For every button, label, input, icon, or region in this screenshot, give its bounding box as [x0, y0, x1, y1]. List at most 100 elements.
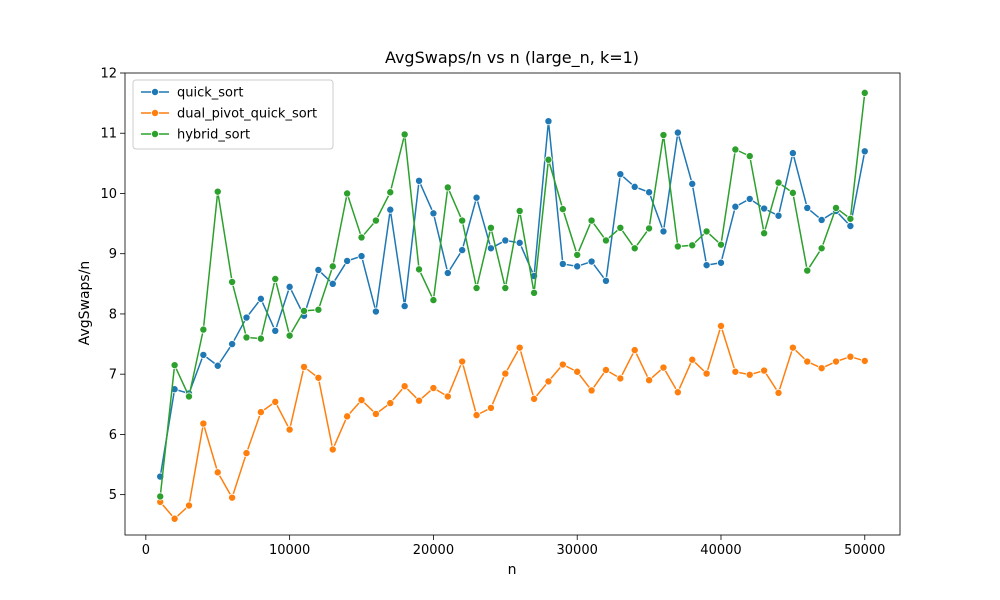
data-point-quick_sort-37 [688, 179, 697, 188]
data-point-dual_pivot_quick_sort-9 [285, 425, 294, 434]
data-point-quick_sort-21 [458, 246, 467, 255]
data-point-dual_pivot_quick_sort-26 [530, 394, 539, 403]
data-point-quick_sort-35 [659, 227, 668, 236]
data-point-quick_sort-9 [285, 282, 294, 291]
data-point-hybrid_sort-20 [443, 183, 452, 192]
legend-marker-quick_sort [150, 88, 159, 97]
data-point-dual_pivot_quick_sort-39 [716, 321, 725, 330]
axes: 0 10000 20000 30000 40000 50000 5 6 7 8 9 10 11 12 [100, 67, 901, 558]
data-point-quick_sort-45 [803, 203, 812, 212]
series-dual_pivot_quick_sort [156, 321, 869, 523]
data-point-hybrid_sort-42 [760, 229, 769, 238]
y-tick-label-7: 12 [100, 67, 117, 82]
data-point-dual_pivot_quick_sort-13 [343, 412, 352, 421]
data-point-quick_sort-13 [343, 256, 352, 265]
data-point-dual_pivot_quick_sort-31 [601, 365, 610, 374]
series-quick_sort [156, 117, 869, 481]
data-point-hybrid_sort-35 [659, 131, 668, 140]
data-point-quick_sort-19 [429, 209, 438, 218]
data-point-hybrid_sort-22 [472, 284, 481, 293]
x-tick-label-0: 0 [142, 543, 150, 558]
data-point-hybrid_sort-49 [860, 88, 869, 97]
data-point-hybrid_sort-6 [242, 333, 251, 342]
data-point-quick_sort-34 [645, 188, 654, 197]
data-point-dual_pivot_quick_sort-10 [300, 362, 309, 371]
y-tick-label-1: 6 [109, 428, 117, 443]
data-point-hybrid_sort-21 [458, 216, 467, 225]
legend-item-dual_pivot_quick_sort: dual_pivot_quick_sort [141, 107, 317, 122]
data-point-quick_sort-17 [400, 302, 409, 311]
data-point-hybrid_sort-38 [702, 227, 711, 236]
data-point-dual_pivot_quick_sort-35 [659, 363, 668, 372]
series-hybrid_sort [156, 88, 869, 501]
data-point-hybrid_sort-0 [156, 492, 165, 501]
y-axis-label: AvgSwaps/n [77, 261, 93, 346]
data-point-quick_sort-40 [731, 202, 740, 211]
data-point-dual_pivot_quick_sort-19 [429, 384, 438, 393]
data-point-hybrid_sort-1 [170, 361, 179, 370]
data-point-hybrid_sort-5 [228, 278, 237, 287]
x-tick-label-2: 20000 [413, 543, 454, 558]
plot-area [156, 88, 869, 523]
data-point-quick_sort-8 [271, 326, 280, 335]
data-point-hybrid_sort-17 [400, 130, 409, 139]
data-point-dual_pivot_quick_sort-46 [817, 364, 826, 373]
data-point-dual_pivot_quick_sort-27 [544, 377, 553, 386]
data-point-dual_pivot_quick_sort-28 [558, 360, 567, 369]
y-tick-label-3: 8 [109, 307, 117, 322]
data-point-quick_sort-43 [774, 211, 783, 220]
data-point-hybrid_sort-32 [616, 223, 625, 232]
data-point-hybrid_sort-10 [300, 306, 309, 315]
data-point-dual_pivot_quick_sort-49 [860, 356, 869, 365]
data-point-hybrid_sort-24 [501, 284, 510, 293]
data-point-hybrid_sort-45 [803, 266, 812, 275]
data-point-quick_sort-44 [788, 149, 797, 158]
x-tick-label-4: 40000 [700, 543, 741, 558]
data-point-dual_pivot_quick_sort-8 [271, 397, 280, 406]
data-point-quick_sort-16 [386, 205, 395, 214]
data-point-quick_sort-11 [314, 265, 323, 274]
data-point-dual_pivot_quick_sort-18 [415, 396, 424, 405]
data-point-quick_sort-41 [745, 194, 754, 203]
data-point-hybrid_sort-46 [817, 244, 826, 253]
data-point-hybrid_sort-3 [199, 325, 208, 334]
legend: quick_sort dual_pivot_quick_sort hybrid_so… [132, 79, 334, 150]
data-point-hybrid_sort-19 [429, 296, 438, 305]
data-point-hybrid_sort-39 [716, 240, 725, 249]
data-point-dual_pivot_quick_sort-40 [731, 367, 740, 376]
y-tick-label-2: 7 [109, 368, 117, 383]
data-point-hybrid_sort-36 [673, 242, 682, 251]
data-point-quick_sort-28 [558, 259, 567, 268]
x-tick-label-3: 30000 [557, 543, 598, 558]
y-tick-label-5: 10 [100, 187, 117, 202]
data-point-dual_pivot_quick_sort-45 [803, 357, 812, 366]
data-point-quick_sort-7 [256, 294, 265, 303]
data-point-quick_sort-4 [213, 361, 222, 370]
data-point-hybrid_sort-2 [184, 392, 193, 401]
data-point-quick_sort-39 [716, 258, 725, 267]
data-point-dual_pivot_quick_sort-12 [328, 445, 337, 454]
x-axis-label: n [508, 562, 517, 578]
data-point-dual_pivot_quick_sort-37 [688, 355, 697, 364]
data-point-hybrid_sort-23 [486, 223, 495, 232]
legend-item-hybrid_sort: hybrid_sort [141, 128, 250, 143]
y-tick-label-6: 11 [100, 127, 117, 142]
data-point-hybrid_sort-41 [745, 152, 754, 161]
data-point-dual_pivot_quick_sort-3 [199, 419, 208, 428]
data-point-quick_sort-12 [328, 279, 337, 288]
data-point-hybrid_sort-33 [630, 244, 639, 253]
data-point-dual_pivot_quick_sort-22 [472, 411, 481, 420]
data-point-hybrid_sort-12 [328, 262, 337, 271]
data-point-quick_sort-42 [760, 204, 769, 213]
data-point-quick_sort-30 [587, 257, 596, 266]
data-point-hybrid_sort-18 [415, 265, 424, 274]
data-point-dual_pivot_quick_sort-11 [314, 373, 323, 382]
data-point-hybrid_sort-47 [832, 203, 841, 212]
data-point-dual_pivot_quick_sort-25 [515, 343, 524, 352]
x-tick-label-5: 50000 [844, 543, 885, 558]
data-point-dual_pivot_quick_sort-21 [458, 357, 467, 366]
data-point-dual_pivot_quick_sort-33 [630, 346, 639, 355]
data-point-quick_sort-22 [472, 193, 481, 202]
data-point-hybrid_sort-27 [544, 155, 553, 164]
